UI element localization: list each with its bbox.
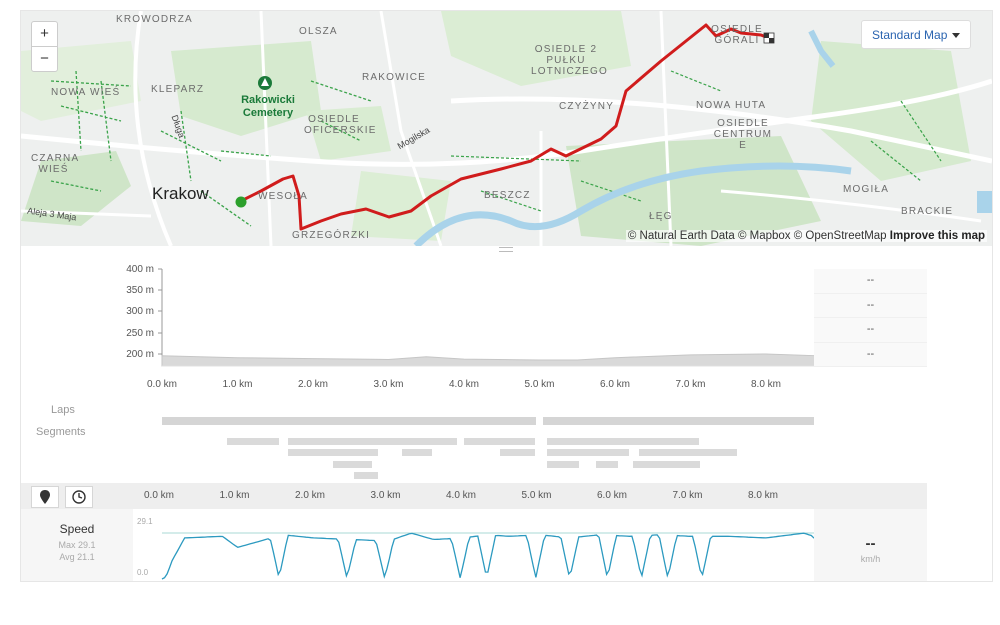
speed-x-tick: 7.0 km bbox=[672, 490, 703, 501]
segment-bar bbox=[288, 449, 378, 456]
speed-x-tick: 0.0 km bbox=[144, 490, 175, 501]
elevation-x-tick: 8.0 km bbox=[751, 379, 781, 390]
speed-y-top: 29.1 bbox=[137, 517, 153, 526]
label-beszcz: BESZCZ bbox=[484, 190, 531, 201]
lap-bar-2[interactable] bbox=[543, 417, 814, 425]
speed-summary: Speed Max 29.1 Avg 21.1 bbox=[21, 509, 133, 581]
chevron-down-icon bbox=[952, 33, 960, 38]
label-osiedle-centrum: OSIEDLE CENTRUM E bbox=[713, 118, 773, 151]
segment-bar bbox=[288, 438, 457, 445]
elevation-stats: -- -- -- -- bbox=[814, 269, 927, 367]
attribution-text[interactable]: © Natural Earth Data © Mapbox © OpenStre… bbox=[627, 230, 887, 242]
stat-value: -- bbox=[814, 269, 927, 294]
segment-bar bbox=[227, 438, 279, 445]
speed-current: -- km/h bbox=[814, 509, 927, 581]
elevation-x-tick: 1.0 km bbox=[222, 379, 252, 390]
segment-bar bbox=[402, 449, 432, 456]
activity-analysis-panel: KROWODRZA OLSZA NOWA WIEŚ KLEPARZ Rakowi… bbox=[20, 10, 993, 582]
label-nowa-wies: NOWA WIEŚ bbox=[51, 87, 121, 98]
label-leg: ŁĘG bbox=[649, 211, 673, 222]
speed-current-value: -- bbox=[865, 535, 876, 552]
label-rakowicki-cemetery: Rakowicki Cemetery bbox=[241, 94, 295, 119]
segment-bar bbox=[547, 461, 579, 468]
speed-x-tick: 8.0 km bbox=[748, 490, 779, 501]
label-kleparz: KLEPARZ bbox=[151, 84, 205, 95]
speed-x-tick: 4.0 km bbox=[446, 490, 477, 501]
elevation-y-tick: 250 m bbox=[126, 328, 154, 339]
speed-avg: Avg 21.1 bbox=[59, 552, 95, 562]
clock-icon bbox=[72, 490, 86, 504]
segment-bar bbox=[596, 461, 618, 468]
speed-unit: km/h bbox=[860, 554, 881, 564]
label-czyzyny: CZYŻYNY bbox=[559, 101, 615, 112]
label-wesola: WESOŁA bbox=[258, 191, 308, 202]
zoom-out-button[interactable]: − bbox=[32, 46, 57, 71]
stat-value: -- bbox=[814, 293, 927, 318]
map-base bbox=[21, 11, 992, 246]
speed-x-tick: 5.0 km bbox=[521, 490, 552, 501]
elevation-x-tick: 3.0 km bbox=[373, 379, 403, 390]
segment-bar bbox=[639, 449, 737, 456]
label-rakowice: RAKOWICE bbox=[362, 72, 427, 83]
segment-bars[interactable] bbox=[227, 438, 737, 479]
elevation-chart[interactable]: 400 m 350 m 300 m 250 m 200 m 0.0 km 1.0 km 2.… bbox=[21, 256, 927, 481]
elevation-y-tick: 200 m bbox=[126, 349, 154, 360]
elevation-y-tick: 350 m bbox=[126, 285, 154, 296]
segment-bar bbox=[500, 449, 535, 456]
speed-chart[interactable]: 29.1 0.0 bbox=[133, 509, 814, 581]
segment-bar bbox=[354, 472, 378, 479]
elevation-x-tick: 5.0 km bbox=[524, 379, 554, 390]
time-mode-button[interactable] bbox=[65, 486, 93, 508]
label-osiedle-oficerskie: OSIEDLE OFICERSKIE bbox=[304, 114, 377, 136]
distance-mode-button[interactable] bbox=[31, 486, 59, 508]
segment-bar bbox=[547, 438, 699, 445]
label-osiedle-gorali: OSIEDLE GÓRALI bbox=[711, 24, 763, 46]
elevation-x-tick: 4.0 km bbox=[449, 379, 479, 390]
elevation-x-tick: 7.0 km bbox=[675, 379, 705, 390]
elevation-x-tick: 6.0 km bbox=[600, 379, 630, 390]
segment-bar bbox=[547, 449, 629, 456]
segments-label: Segments bbox=[36, 426, 86, 438]
elevation-y-tick: 300 m bbox=[126, 306, 154, 317]
speed-x-tick: 2.0 km bbox=[295, 490, 326, 501]
segment-bar bbox=[333, 461, 372, 468]
label-czarna-wies: CZARNA WIEŚ bbox=[31, 153, 80, 175]
label-grzegorzki: GRZEGÓRZKI bbox=[292, 230, 371, 241]
label-krowodrza: KROWODRZA bbox=[116, 14, 193, 25]
label-krakow: Krakow bbox=[152, 184, 209, 203]
label-mogila: MOGIŁA bbox=[843, 184, 890, 195]
map-style-dropdown[interactable]: Standard Map bbox=[861, 20, 971, 49]
speed-max: Max 29.1 bbox=[58, 540, 96, 550]
stat-value: -- bbox=[814, 318, 927, 343]
segment-bar bbox=[464, 438, 535, 445]
speed-x-tick: 1.0 km bbox=[219, 490, 250, 501]
stat-value: -- bbox=[814, 342, 927, 367]
map-pin-icon bbox=[40, 490, 50, 504]
improve-map-link[interactable]: Improve this map bbox=[889, 230, 985, 242]
resize-handle[interactable] bbox=[499, 247, 513, 252]
speed-title: Speed bbox=[59, 522, 95, 536]
label-osiedle-2-pulku: OSIEDLE 2 PUŁKU LOTNICZEGO bbox=[531, 44, 609, 77]
speed-x-tick: 3.0 km bbox=[370, 490, 401, 501]
zoom-control: + − bbox=[31, 21, 58, 72]
label-brackie: BRACKIE bbox=[901, 206, 954, 217]
lap-bar-1[interactable] bbox=[162, 417, 536, 425]
elevation-y-tick: 400 m bbox=[126, 264, 154, 275]
segment-bar bbox=[633, 461, 700, 468]
zoom-in-button[interactable]: + bbox=[40, 25, 49, 42]
laps-label: Laps bbox=[51, 404, 75, 416]
speed-y-bottom: 0.0 bbox=[137, 568, 149, 577]
route-map[interactable]: KROWODRZA OLSZA NOWA WIEŚ KLEPARZ Rakowi… bbox=[21, 11, 992, 246]
map-style-label: Standard Map bbox=[872, 28, 948, 42]
finish-flag-icon bbox=[763, 32, 775, 44]
start-marker bbox=[235, 196, 247, 208]
label-olsza: OLSZA bbox=[299, 26, 338, 37]
elevation-x-tick: 0.0 km bbox=[147, 379, 177, 390]
elevation-x-tick: 2.0 km bbox=[298, 379, 328, 390]
label-nowa-huta: NOWA HUTA bbox=[696, 100, 767, 111]
map-attribution: © Natural Earth Data © Mapbox © OpenStre… bbox=[625, 230, 987, 242]
speed-x-tick: 6.0 km bbox=[597, 490, 628, 501]
chart-toolbar: 0.0 km 1.0 km 2.0 km 3.0 km 4.0 km 5.0 km 6.0 … bbox=[21, 483, 927, 509]
